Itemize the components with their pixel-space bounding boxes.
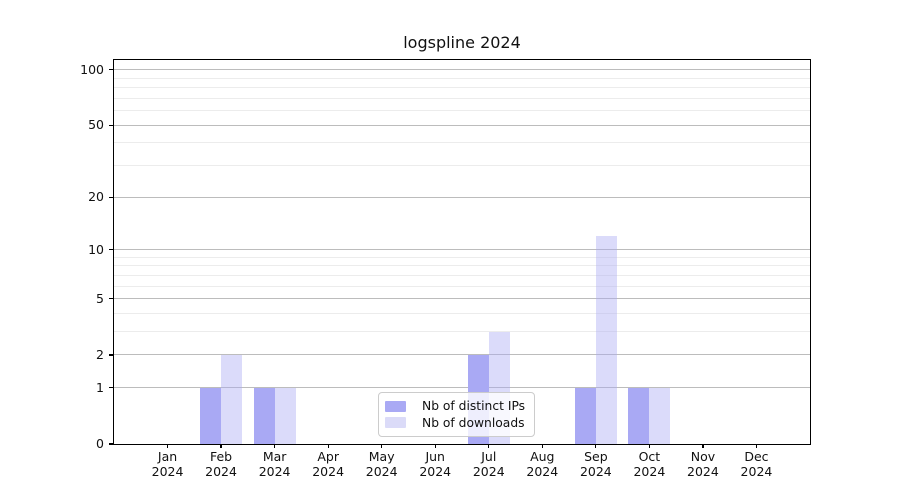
y-axis-label-0: 0 xyxy=(96,436,104,451)
y-axis-label-100: 100 xyxy=(80,61,104,77)
x-axis-label-jul: Jul 2024 xyxy=(472,449,505,479)
y-tick-50 xyxy=(109,124,113,126)
gridline-minor-60 xyxy=(114,110,810,112)
bar-nb-of-downloads-sep xyxy=(595,236,617,444)
x-tick-jul xyxy=(488,444,490,448)
x-axis-label-jan: Jan 2024 xyxy=(151,449,184,479)
legend-item-downloads: Nb of downloads xyxy=(385,415,525,431)
y-tick-5 xyxy=(109,298,113,300)
x-axis-label-nov: Nov 2024 xyxy=(687,449,719,479)
legend-item-distinct-ips: Nb of distinct IPs xyxy=(385,398,525,414)
x-axis-label-aug: Aug 2024 xyxy=(526,449,559,479)
x-tick-dec xyxy=(755,444,758,448)
bar-nb-of-downloads-mar xyxy=(274,387,296,444)
x-axis-label-mar: Mar 2024 xyxy=(258,449,291,479)
y-tick-0 xyxy=(109,443,113,445)
x-axis-label-may: May 2024 xyxy=(365,449,398,479)
gridline-major-50 xyxy=(114,124,810,126)
x-tick-feb xyxy=(220,444,222,448)
legend: Nb of distinct IPs Nb of downloads xyxy=(378,392,536,437)
x-axis-label-jun: Jun 2024 xyxy=(419,449,452,479)
gridline-major-1 xyxy=(114,387,810,389)
gridline-minor-40 xyxy=(114,142,810,144)
x-tick-aug xyxy=(541,444,543,448)
legend-swatch-downloads-icon xyxy=(385,417,406,429)
x-tick-mar xyxy=(274,444,276,448)
x-axis-label-apr: Apr 2024 xyxy=(312,449,345,479)
y-axis-label-2: 2 xyxy=(96,346,104,362)
y-tick-20 xyxy=(109,196,113,198)
x-tick-jan xyxy=(166,444,169,448)
gridline-minor-9 xyxy=(114,256,810,258)
gridline-minor-4 xyxy=(114,313,810,314)
gridline-major-10 xyxy=(114,249,810,251)
y-axis-label-5: 5 xyxy=(96,290,104,306)
y-tick-1 xyxy=(109,387,113,389)
bar-nb-of-distinct-ips-sep xyxy=(574,387,596,444)
gridline-minor-70 xyxy=(114,97,810,99)
x-tick-apr xyxy=(327,444,329,448)
bar-nb-of-distinct-ips-mar xyxy=(253,387,275,444)
x-axis-label-dec: Dec 2024 xyxy=(740,449,773,479)
y-tick-100 xyxy=(109,69,113,71)
y-axis-label-50: 50 xyxy=(88,117,104,133)
legend-label-downloads: Nb of downloads xyxy=(422,415,525,430)
gridline-minor-7 xyxy=(114,274,810,276)
x-axis-label-feb: Feb 2024 xyxy=(205,449,237,479)
bar-nb-of-distinct-ips-oct xyxy=(628,387,650,444)
x-tick-sep xyxy=(595,444,597,448)
gridline-minor-3 xyxy=(114,331,810,333)
x-tick-oct xyxy=(648,444,650,448)
y-axis-label-20: 20 xyxy=(88,189,104,205)
gridline-minor-90 xyxy=(114,77,810,79)
x-tick-may xyxy=(381,444,383,448)
gridline-major-2 xyxy=(114,354,810,356)
y-tick-10 xyxy=(109,248,113,251)
y-axis-label-1: 1 xyxy=(96,379,104,395)
y-axis-label-10: 10 xyxy=(88,241,104,257)
gridline-minor-30 xyxy=(114,165,810,167)
gridline-minor-6 xyxy=(114,285,810,287)
y-tick-2 xyxy=(109,354,113,356)
x-tick-nov xyxy=(702,444,704,448)
bar-nb-of-downloads-feb xyxy=(221,354,243,444)
x-tick-jun xyxy=(434,444,436,448)
legend-swatch-distinct-ips-icon xyxy=(385,400,406,412)
gridline-major-5 xyxy=(114,298,810,300)
bar-nb-of-distinct-ips-feb xyxy=(200,387,222,444)
gridline-major-20 xyxy=(114,196,810,198)
legend-label-distinct-ips: Nb of distinct IPs xyxy=(422,399,526,414)
chart-title: logspline 2024 xyxy=(403,33,521,52)
x-axis-label-sep: Sep 2024 xyxy=(579,449,612,479)
x-axis-label-oct: Oct 2024 xyxy=(633,449,666,479)
gridline-minor-80 xyxy=(114,87,810,89)
bar-nb-of-downloads-oct xyxy=(649,387,671,444)
gridline-major-100 xyxy=(114,69,810,71)
gridline-minor-8 xyxy=(114,265,810,267)
